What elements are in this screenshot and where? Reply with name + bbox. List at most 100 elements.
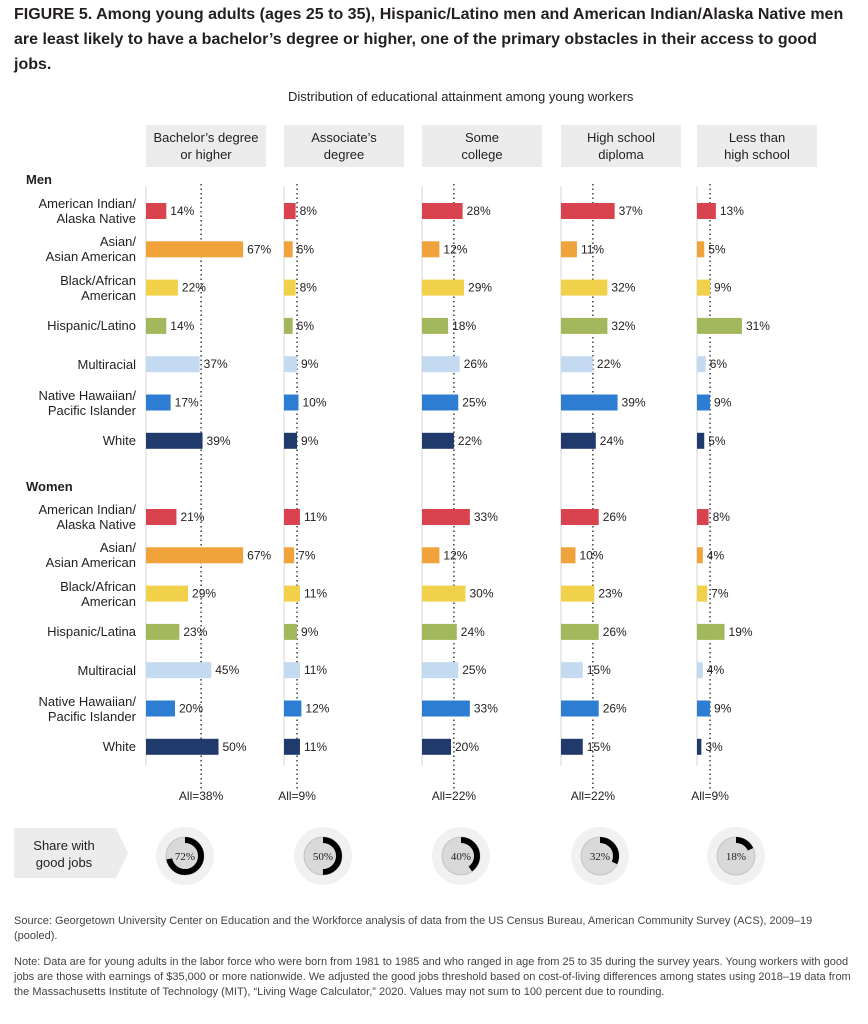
column-header-line: diploma (598, 147, 644, 162)
row-label-line: Hispanic/Latino (47, 318, 136, 334)
group-label-men: Men (26, 172, 52, 187)
bar-women-american-indian-alaska-native (146, 509, 177, 525)
data-label: 45% (215, 663, 239, 677)
data-label: 14% (170, 319, 194, 333)
bar-women-black-african-american (422, 585, 466, 602)
figure-label: FIGURE 5. (14, 6, 93, 23)
data-label: 4% (707, 548, 725, 562)
data-label: 25% (462, 663, 486, 677)
bar-women-multiracial (146, 662, 212, 679)
column-header-line: Less than (728, 130, 786, 145)
data-label: 10% (303, 396, 327, 410)
bar-men-native-hawaiian-pacific-islander (697, 394, 711, 411)
bar-women-black-african-american (561, 585, 595, 602)
row-label-line: Native Hawaiian/ (38, 693, 136, 709)
column-header-line: high school (724, 147, 790, 162)
bar-men-black-african-american (422, 279, 465, 296)
bar-women-multiracial (422, 662, 459, 679)
data-label: 9% (301, 357, 319, 371)
data-label: 26% (464, 357, 488, 371)
data-label: 12% (443, 242, 467, 256)
data-label: 29% (468, 281, 492, 295)
row-label-line: Pacific Islander (47, 402, 136, 418)
data-label: 13% (720, 204, 744, 218)
bar-women-black-african-american (284, 585, 300, 602)
data-label: 67% (247, 242, 271, 256)
chart-canvas: All=38% All=9% All=22% All=22% All=9% 14% 8% 28… (145, 184, 770, 885)
row-label-line: White (102, 739, 136, 755)
row-label-line: Asian/ (99, 540, 136, 556)
data-label: 31% (746, 319, 770, 333)
data-label: 11% (304, 663, 327, 677)
data-label: 17% (175, 396, 199, 410)
data-label: 26% (603, 510, 627, 524)
bar-women-white (697, 738, 702, 755)
data-label: 21% (180, 510, 204, 524)
data-label: 37% (204, 357, 228, 371)
donut-arc (717, 837, 755, 875)
bar-women-american-indian-alaska-native (561, 509, 599, 525)
row-label-line: American Indian/ (38, 196, 136, 211)
bar-women-hispanic-latina (422, 623, 457, 640)
data-label: 5% (708, 242, 726, 256)
column-header-4: High school diploma (561, 125, 681, 167)
row-label-hispanic-latina: Hispanic/Latina (47, 624, 136, 639)
bar-men-white (146, 432, 203, 449)
bar-men-white (697, 432, 705, 449)
bar-women-asian-asian-american (284, 547, 295, 564)
bar-women-hispanic-latina (284, 623, 298, 640)
column-header-line: college (461, 147, 503, 162)
figure-title-text: Among young adults (ages 25 to 35), Hisp… (14, 6, 844, 73)
data-label: 39% (207, 434, 231, 448)
bar-men-native-hawaiian-pacific-islander (146, 394, 171, 411)
bar-men-white (422, 432, 454, 449)
column-header-2: Associate’s degree (284, 125, 404, 167)
chart-subtitle: Distribution of educational attainment a… (288, 89, 634, 104)
column-header-5: Less than high school (697, 125, 817, 167)
column-header-1: Bachelor’s degree or higher (146, 125, 266, 167)
data-label: 32% (611, 319, 635, 333)
donut-value-label: 18% (726, 851, 746, 863)
donut-value-label: 32% (590, 851, 610, 863)
column-header-text: Less than high school (724, 129, 790, 163)
row-label-white: White (103, 433, 136, 448)
data-label: 22% (182, 281, 206, 295)
data-label: 19% (729, 625, 753, 639)
share-label-line-1: Share with (33, 838, 95, 853)
row-label-line: Multiracial (77, 662, 136, 678)
data-label: 9% (714, 702, 732, 716)
bar-women-native-hawaiian-pacific-islander (561, 700, 599, 717)
bar-women-hispanic-latina (561, 623, 599, 640)
row-label-asian-asian-american: Asian/Asian American (46, 234, 136, 264)
bar-women-black-african-american (697, 585, 708, 602)
data-label: 22% (597, 357, 621, 371)
data-label: 9% (301, 434, 319, 448)
data-label: 26% (603, 702, 627, 716)
bar-men-black-african-american (697, 279, 711, 296)
average-label: All=9% (691, 789, 729, 803)
row-label-line: Black/African (60, 578, 136, 594)
row-label-line: Alaska Native (56, 211, 136, 226)
row-label-line: Pacific Islander (47, 708, 136, 724)
row-label-line: American (81, 287, 136, 303)
bar-men-hispanic-latino (284, 317, 293, 334)
column-header-line: Associate’s (311, 130, 377, 145)
average-label: All=38% (179, 789, 224, 803)
donut-arc (166, 837, 204, 875)
bar-women-white (146, 738, 219, 755)
row-label-multiracial: Multiracial (77, 663, 136, 678)
data-label: 10% (580, 548, 604, 562)
bar-women-asian-asian-american (561, 547, 576, 564)
data-label: 39% (622, 396, 646, 410)
bar-women-multiracial (697, 662, 703, 679)
data-label: 24% (461, 625, 485, 639)
bar-men-black-african-american (146, 279, 178, 296)
data-label: 50% (223, 740, 247, 754)
row-label-asian-asian-american: Asian/Asian American (46, 540, 136, 570)
bar-women-white (422, 738, 451, 755)
bar-men-american-indian-alaska-native (561, 203, 615, 219)
data-label: 8% (713, 510, 731, 524)
bar-men-native-hawaiian-pacific-islander (284, 394, 299, 411)
row-label-american-indian-alaska-native: American Indian/Alaska Native (38, 502, 136, 532)
data-label: 33% (474, 702, 498, 716)
